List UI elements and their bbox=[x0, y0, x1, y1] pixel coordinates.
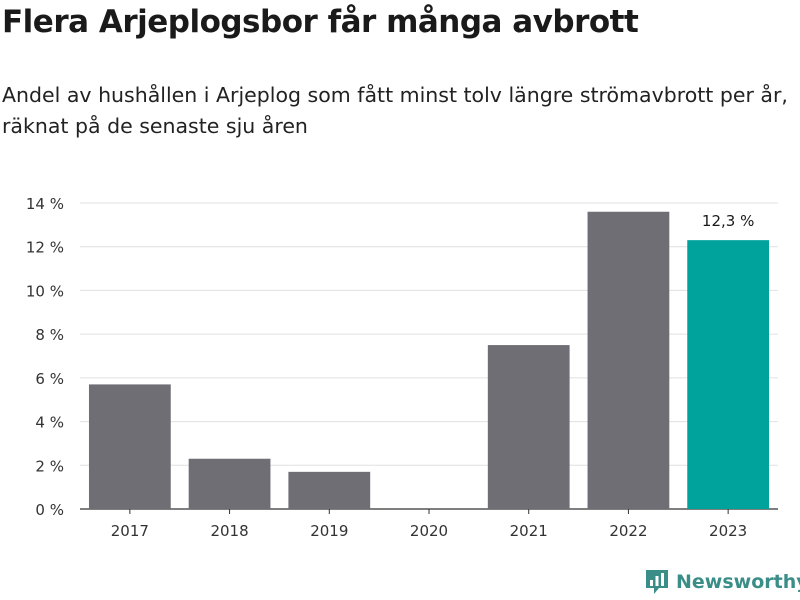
x-tick-label: 2018 bbox=[210, 522, 248, 540]
y-tick-label: 12 % bbox=[26, 239, 64, 257]
bar-2019 bbox=[288, 471, 371, 509]
brand-name: Newsworthy bbox=[676, 571, 800, 593]
newsworthy-logo: Newsworthy bbox=[644, 568, 800, 596]
page-title: Flera Arjeplogsbor får många avbrott bbox=[2, 4, 639, 40]
y-tick-label: 6 % bbox=[35, 370, 64, 388]
data-label-2023: 12,3 % bbox=[702, 212, 754, 230]
bar-2017 bbox=[88, 384, 171, 509]
y-tick-label: 8 % bbox=[35, 326, 64, 344]
x-tick-label: 2022 bbox=[609, 522, 647, 540]
y-tick-label: 10 % bbox=[26, 282, 64, 300]
x-tick-label: 2020 bbox=[410, 522, 448, 540]
grid-lines bbox=[80, 202, 778, 510]
x-axis-ticks: 2017 2018 2019 2020 2021 2022 2023 bbox=[111, 509, 747, 540]
bar-2023 bbox=[687, 240, 770, 509]
y-tick-label: 0 % bbox=[35, 501, 64, 519]
x-tick-label: 2019 bbox=[310, 522, 348, 540]
bar-2018 bbox=[188, 458, 271, 509]
y-tick-label: 2 % bbox=[35, 457, 64, 475]
x-tick-label: 2017 bbox=[111, 522, 149, 540]
annotations: 12,3 % bbox=[702, 212, 754, 230]
x-tick-label: 2023 bbox=[709, 522, 747, 540]
bar-2022 bbox=[587, 211, 670, 509]
page-subtitle: Andel av hushållen i Arjeplog som fått m… bbox=[2, 83, 788, 138]
bars bbox=[88, 211, 770, 509]
bar-chart: 0 % 2 % 4 % 6 % 8 % 10 % 12 % 14 % 2017 2018 2019… bbox=[26, 195, 778, 540]
y-axis-ticks: 0 % 2 % 4 % 6 % 8 % 10 % 12 % 14 % bbox=[26, 195, 64, 519]
y-tick-label: 4 % bbox=[35, 414, 64, 432]
newsworthy-logo-icon bbox=[646, 570, 668, 594]
x-tick-label: 2021 bbox=[510, 522, 548, 540]
y-tick-label: 14 % bbox=[26, 195, 64, 213]
bar-2021 bbox=[487, 345, 570, 509]
